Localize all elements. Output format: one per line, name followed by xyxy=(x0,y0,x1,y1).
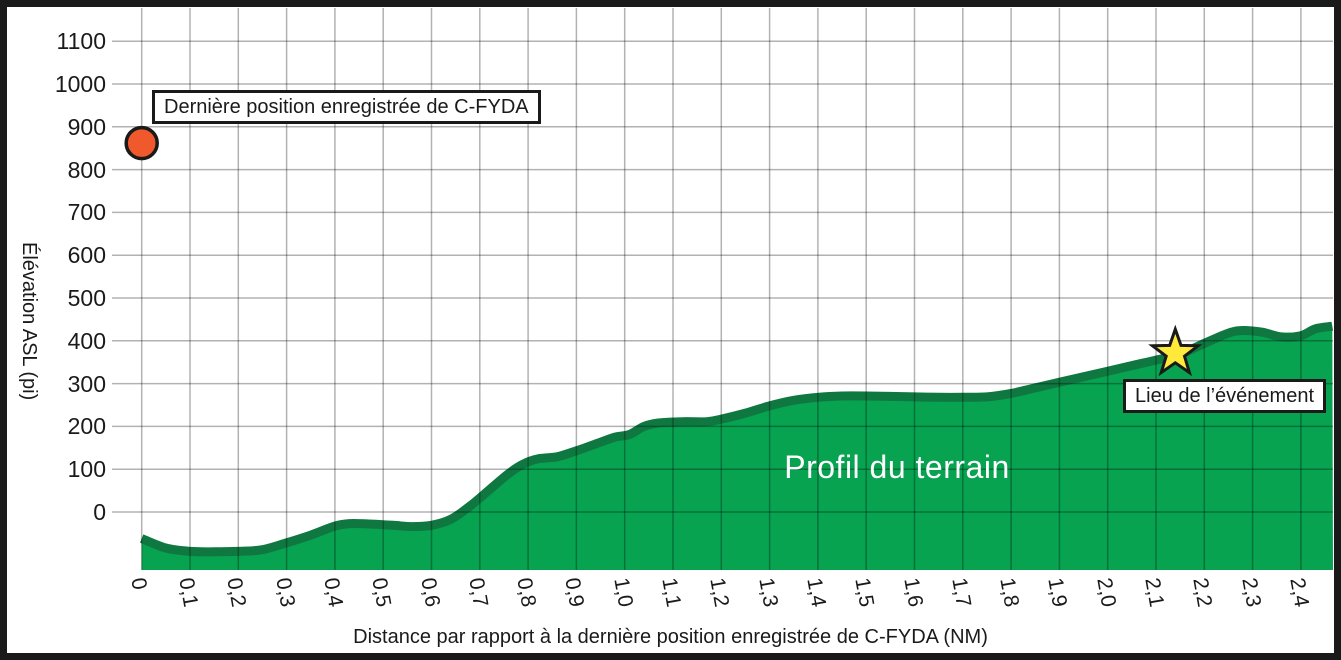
annotation-last-position-label: Dernière position enregistrée de C-FYDA xyxy=(164,96,529,118)
terrain-line xyxy=(139,321,1334,557)
event-location-star-icon xyxy=(1148,324,1203,377)
x-axis-title: Distance par rapport à la dernière posit… xyxy=(353,626,988,648)
y-axis-title: Élévation ASL (pi) xyxy=(18,242,40,401)
annotation-event-location-label: Lieu de l’événement xyxy=(1135,385,1315,407)
last-recorded-position-marker-icon xyxy=(124,125,159,161)
terrain-fill xyxy=(141,326,1334,570)
annotation-last-position: Dernière position enregistrée de C-FYDA xyxy=(152,90,541,124)
terrain-area-label: Profil du terrain xyxy=(784,449,1010,485)
annotation-event-location: Lieu de l’événement xyxy=(1123,379,1327,413)
